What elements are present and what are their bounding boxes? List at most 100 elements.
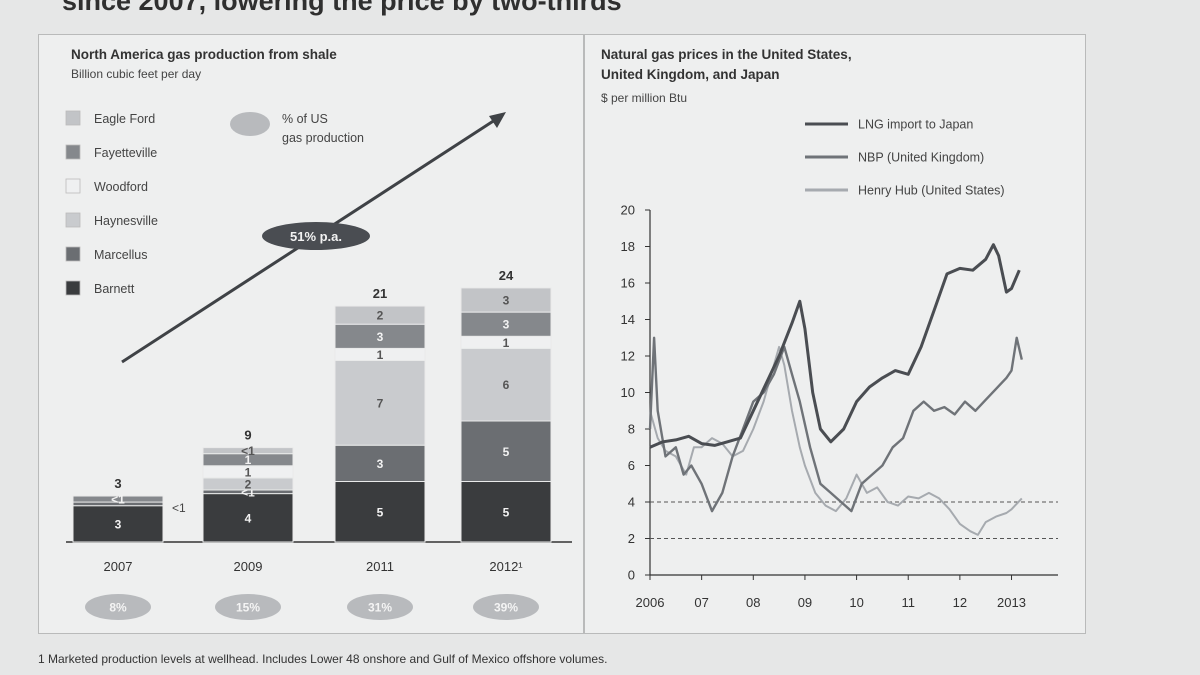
pct-badge	[473, 594, 539, 620]
bar-category-label: 2012¹	[489, 559, 523, 574]
y-tick-label: 6	[628, 458, 635, 473]
y-tick-label: 14	[621, 312, 635, 327]
x-tick-label: 07	[694, 595, 708, 610]
right-panel-title-line1: Natural gas prices in the United States,	[601, 47, 852, 62]
legend-label: Barnett	[94, 282, 135, 296]
legend-label: LNG import to Japan	[858, 118, 973, 132]
legend-label: NBP (United Kingdom)	[858, 151, 984, 165]
pct-legend-badge	[230, 112, 270, 136]
line-chart: 0 2 4 6 8 10 12 14 16 18 20 2006 07 08 09 10 11 12 2013 LNG…	[621, 118, 1058, 610]
legend-label: Marcellus	[94, 248, 148, 262]
bar-segment-haynesville	[334, 360, 426, 446]
pct-badge	[215, 594, 281, 620]
bar-annotation: <1	[172, 501, 186, 515]
legend-swatch-marcellus	[65, 246, 81, 262]
legend-label: Haynesville	[94, 214, 158, 228]
legend-swatch-woodford	[65, 178, 81, 194]
pct-badge-label: 15%	[236, 601, 260, 615]
y-tick-label: 12	[621, 349, 635, 364]
y-tick-label: 8	[628, 422, 635, 437]
bar-segment-haynesville	[460, 347, 552, 422]
bar-segment-label: 3	[503, 294, 510, 308]
x-tick-label: 12	[953, 595, 967, 610]
y-tick-label: 4	[628, 495, 635, 510]
bar-segment-label: 4	[245, 511, 252, 525]
bar-segment-label: 1	[503, 336, 510, 350]
bar-segment-eagle-ford	[334, 305, 426, 325]
bar-chart: 3<1320078%4<1211<19200915%53713221201131…	[65, 110, 572, 620]
y-tick-label: 10	[621, 385, 635, 400]
bar-segment-barnett	[460, 481, 552, 543]
bar-segment-label: 5	[503, 445, 510, 459]
bar-total-label: 9	[244, 428, 251, 443]
legend-label: Woodford	[94, 180, 148, 194]
pct-legend-line: % of US	[282, 112, 328, 126]
legend-label: Fayetteville	[94, 146, 157, 160]
bar-segment-label: 1	[245, 453, 252, 467]
left-panel-title: North America gas production from shale	[71, 47, 337, 62]
bar-segment-label: <1	[241, 444, 255, 458]
legend-swatch-barnett	[65, 280, 81, 296]
right-panel-title-line2: United Kingdom, and Japan	[601, 67, 780, 82]
x-tick-label: 09	[798, 595, 812, 610]
y-tick-label: 2	[628, 531, 635, 546]
bar-segment-eagle-ford	[460, 287, 552, 313]
x-tick-label: 10	[849, 595, 863, 610]
line-series-lng	[649, 243, 1021, 449]
bar-segment-label: 3	[377, 330, 384, 344]
x-tick-label: 2013	[997, 595, 1026, 610]
y-tick-label: 16	[621, 276, 635, 291]
x-tick-label: 11	[901, 595, 915, 610]
pct-badge-label: 31%	[368, 601, 392, 615]
y-tick-label: 20	[621, 203, 635, 218]
pct-badge-label: 8%	[109, 601, 127, 615]
right-panel: Natural gas prices in the United States,…	[584, 34, 1086, 634]
legend-label: Eagle Ford	[94, 112, 155, 126]
bar-segment-label: 3	[377, 457, 384, 471]
bar-segment-label: 7	[377, 396, 384, 410]
bar-segment-label: 5	[377, 505, 384, 519]
bar-segment-label: 1	[245, 465, 252, 479]
bar-segment-eagle-ford	[202, 447, 294, 455]
pct-legend-line: gas production	[282, 131, 364, 145]
legend-swatch-eagle-ford	[65, 110, 81, 126]
bar-total-label: 24	[499, 268, 514, 283]
pct-badge	[85, 594, 151, 620]
bar-segment-label: 3	[115, 517, 122, 531]
growth-badge	[262, 222, 370, 250]
bar-segment-barnett	[72, 505, 164, 543]
bar-segment-marcellus	[460, 420, 552, 482]
line-series-nbp	[648, 336, 1023, 513]
bar-segment-label: 1	[377, 348, 384, 362]
bar-segment-fayetteville	[334, 323, 426, 349]
bar-segment-label: 3	[503, 318, 510, 332]
bar-category-label: 2011	[366, 559, 394, 574]
headline: since 2007, lowering the price by two-th…	[62, 0, 622, 16]
right-panel-subtitle: $ per million Btu	[601, 91, 688, 105]
bar-segment-label: 2	[377, 309, 384, 323]
bar-total-label: 21	[373, 286, 387, 301]
bar-segment-fayetteville	[460, 311, 552, 337]
x-tick-label: 2006	[636, 595, 665, 610]
y-tick-label: 18	[621, 239, 635, 254]
left-panel-subtitle: Billion cubic feet per day	[71, 67, 202, 81]
pct-badge	[347, 594, 413, 620]
legend-label: Henry Hub (United States)	[858, 184, 1005, 198]
footnote: 1 Marketed production levels at wellhead…	[38, 652, 608, 666]
bar-segment-label: 2	[245, 477, 252, 491]
line-series-henry-hub	[649, 345, 1023, 536]
bar-category-label: 2007	[104, 559, 133, 574]
bar-total-label: 3	[114, 476, 121, 491]
pct-legend-label: % of US gas production	[282, 112, 364, 145]
growth-badge-label: 51% p.a.	[290, 229, 342, 244]
bar-segment-barnett	[334, 481, 426, 543]
bar-segment-fayetteville	[72, 495, 164, 503]
bar-segment-label: 6	[503, 378, 510, 392]
bar-segment-label: 5	[503, 505, 510, 519]
pct-badge-label: 39%	[494, 601, 518, 615]
bar-segment-barnett	[202, 493, 294, 543]
legend-swatch-fayetteville	[65, 144, 81, 160]
legend-swatch-haynesville	[65, 212, 81, 228]
